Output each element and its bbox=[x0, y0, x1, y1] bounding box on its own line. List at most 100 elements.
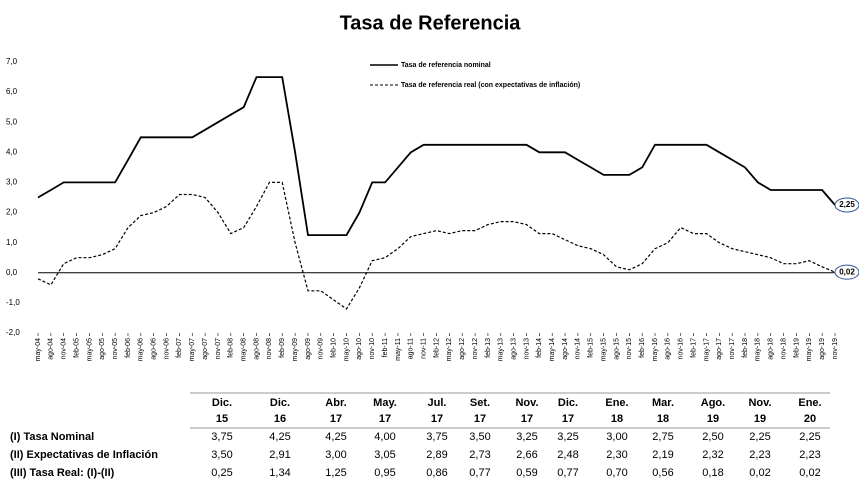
column-header: 16 bbox=[274, 413, 286, 425]
x-tick-label: may-14 bbox=[549, 338, 556, 361]
column-header: Ago. bbox=[701, 397, 725, 409]
x-tick-label: ago-07 bbox=[202, 338, 209, 360]
table-cell: 3,50 bbox=[211, 449, 232, 461]
row-label: (I) Tasa Nominal bbox=[10, 431, 94, 443]
x-tick-label: nov-14 bbox=[575, 338, 582, 360]
y-tick-label: -2,0 bbox=[6, 328, 20, 337]
end-label: 0,02 bbox=[839, 267, 855, 276]
x-tick-label: nov-17 bbox=[729, 338, 736, 360]
x-tick-label: ago-08 bbox=[253, 338, 260, 360]
y-tick-label: 2,0 bbox=[6, 208, 18, 217]
x-tick-label: ago-10 bbox=[356, 338, 363, 360]
table-cell: 3,00 bbox=[325, 449, 346, 461]
column-header: 19 bbox=[754, 413, 766, 425]
x-tick-label: feb-18 bbox=[742, 338, 749, 358]
y-tick-label: 3,0 bbox=[6, 178, 18, 187]
x-tick-label: may-05 bbox=[86, 338, 93, 361]
y-tick-label: 5,0 bbox=[6, 117, 18, 126]
x-tick-label: ago-12 bbox=[459, 338, 466, 360]
column-header: Ene. bbox=[798, 397, 821, 409]
x-tick-label: may-10 bbox=[343, 338, 350, 361]
y-tick-label: 6,0 bbox=[6, 87, 18, 96]
table-cell: 2,91 bbox=[269, 449, 290, 461]
x-tick-label: feb-16 bbox=[639, 338, 646, 358]
table-cell: 4,25 bbox=[269, 431, 290, 443]
x-tick-label: nov-16 bbox=[678, 338, 685, 360]
x-tick-label: ago-15 bbox=[613, 338, 620, 360]
column-header: 17 bbox=[431, 413, 443, 425]
x-tick-label: ago-11 bbox=[408, 338, 415, 359]
x-tick-label: nov-04 bbox=[61, 338, 68, 360]
x-tick-label: ago-14 bbox=[562, 338, 569, 360]
table-cell: 0,77 bbox=[557, 467, 578, 479]
x-tick-label: ago-09 bbox=[305, 338, 312, 360]
table-cell: 3,25 bbox=[516, 431, 537, 443]
x-tick-label: may-19 bbox=[806, 338, 813, 361]
x-tick-label: feb-11 bbox=[382, 338, 389, 357]
table-cell: 0,02 bbox=[799, 467, 820, 479]
x-tick-label: feb-06 bbox=[125, 338, 132, 358]
column-header: 19 bbox=[707, 413, 719, 425]
row-label: (III) Tasa Real: (I)-(II) bbox=[10, 467, 115, 479]
x-tick-label: ago-16 bbox=[665, 338, 672, 360]
y-tick-label: 7,0 bbox=[6, 57, 18, 66]
table-cell: 1,34 bbox=[269, 467, 290, 479]
table-cell: 2,66 bbox=[516, 449, 537, 461]
x-tick-label: feb-12 bbox=[433, 338, 440, 358]
column-header: 17 bbox=[521, 413, 533, 425]
x-tick-label: nov-06 bbox=[163, 338, 170, 360]
column-header: Dic. bbox=[270, 397, 290, 409]
series-line bbox=[37, 181, 836, 310]
legend-label: Tasa de referencia nominal bbox=[401, 62, 491, 69]
table-cell: 2,23 bbox=[749, 449, 770, 461]
table-cell: 0,18 bbox=[702, 467, 723, 479]
table-cell: 0,02 bbox=[749, 467, 770, 479]
table-cell: 4,25 bbox=[325, 431, 346, 443]
x-tick-label: nov-11 bbox=[420, 338, 427, 359]
table-cell: 2,73 bbox=[469, 449, 490, 461]
y-tick-label: 0,0 bbox=[6, 268, 18, 277]
x-tick-label: feb-05 bbox=[73, 338, 80, 358]
x-tick-label: ago-13 bbox=[510, 338, 517, 360]
x-tick-label: may-13 bbox=[498, 338, 505, 361]
x-tick-label: feb-09 bbox=[279, 338, 286, 358]
column-header: 18 bbox=[611, 413, 623, 425]
table-cell: 2,25 bbox=[799, 431, 820, 443]
x-tick-label: may-17 bbox=[703, 338, 710, 361]
series-line bbox=[37, 76, 836, 237]
legend-label: Tasa de referencia real (con expectativa… bbox=[401, 82, 580, 89]
x-tick-label: ago-04 bbox=[48, 338, 55, 360]
table-cell: 0,95 bbox=[374, 467, 395, 479]
table-cell: 0,25 bbox=[211, 467, 232, 479]
x-tick-label: may-06 bbox=[138, 338, 145, 361]
column-header: Set. bbox=[470, 397, 490, 409]
table-cell: 3,25 bbox=[557, 431, 578, 443]
x-tick-label: feb-08 bbox=[228, 338, 235, 358]
table-cell: 2,32 bbox=[702, 449, 723, 461]
x-tick-label: nov-10 bbox=[369, 338, 376, 360]
x-tick-label: ago-06 bbox=[151, 338, 158, 360]
column-header: 17 bbox=[562, 413, 574, 425]
table-cell: 3,05 bbox=[374, 449, 395, 461]
table-cell: 4,00 bbox=[374, 431, 395, 443]
chart-title: Tasa de Referencia bbox=[340, 12, 522, 34]
column-header: Nov. bbox=[748, 397, 771, 409]
x-tick-label: ago-18 bbox=[768, 338, 775, 360]
table-cell: 3,00 bbox=[606, 431, 627, 443]
table-cell: 2,75 bbox=[652, 431, 673, 443]
column-header: 17 bbox=[474, 413, 486, 425]
x-tick-label: feb-10 bbox=[331, 338, 338, 358]
x-tick-label: feb-17 bbox=[690, 338, 697, 358]
row-label: (II) Expectativas de Inflación bbox=[10, 449, 158, 461]
column-header: 20 bbox=[804, 413, 816, 425]
x-tick-label: ago-19 bbox=[819, 338, 826, 360]
x-tick-label: nov-08 bbox=[266, 338, 273, 360]
column-header: 15 bbox=[216, 413, 228, 425]
column-header: 17 bbox=[330, 413, 342, 425]
column-header: Jul. bbox=[428, 397, 447, 409]
table-cell: 2,48 bbox=[557, 449, 578, 461]
column-header: Abr. bbox=[325, 397, 346, 409]
table-cell: 0,86 bbox=[426, 467, 447, 479]
table-cell: 2,89 bbox=[426, 449, 447, 461]
